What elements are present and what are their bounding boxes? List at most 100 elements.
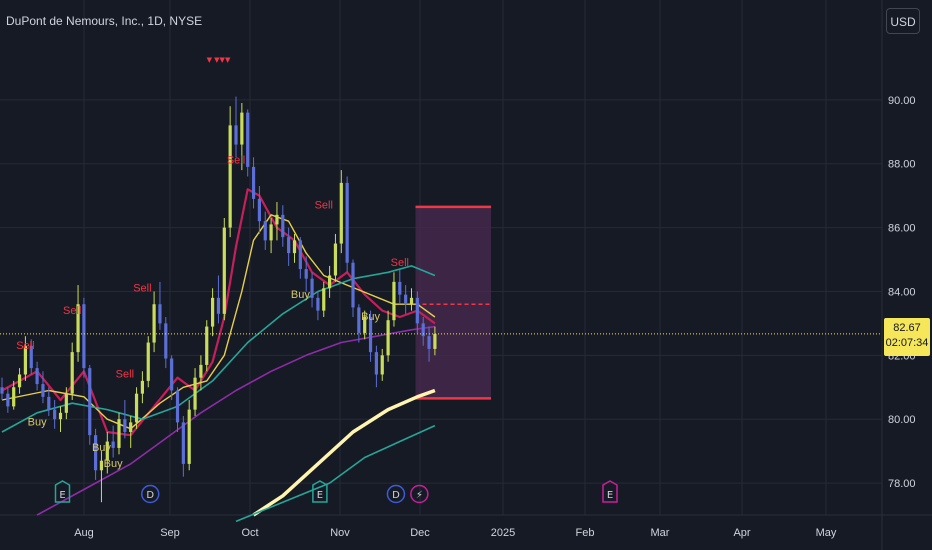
candle-body <box>222 227 226 314</box>
candle <box>199 355 203 391</box>
candle <box>187 400 191 471</box>
buy-signal-label: Buy <box>28 417 47 429</box>
candle <box>310 272 314 308</box>
candle <box>328 265 332 298</box>
candle <box>246 109 250 177</box>
candle <box>415 291 419 333</box>
candle-body <box>88 368 92 436</box>
candle <box>146 336 150 388</box>
candle-body <box>94 435 98 471</box>
candle-body <box>380 355 384 375</box>
candle-body <box>292 240 297 254</box>
candle-body <box>117 419 121 448</box>
event-marker-dividend: D <box>141 484 160 504</box>
currency-button[interactable]: USD <box>886 8 920 34</box>
price-tick-label: 84.00 <box>888 286 916 298</box>
candle <box>275 202 279 241</box>
event-label: E <box>59 490 65 501</box>
candle-body <box>76 304 80 353</box>
candle-body <box>199 364 203 378</box>
top-sell-markers: ▼ ▼▼▼ <box>207 56 231 64</box>
candle <box>129 416 133 448</box>
candle <box>363 310 367 340</box>
candle-body <box>129 422 133 432</box>
candle-body <box>170 358 174 391</box>
candle-body <box>357 307 361 333</box>
event-shape <box>54 480 71 503</box>
candle-body <box>316 297 320 311</box>
candle <box>404 285 408 314</box>
candle <box>205 320 209 372</box>
candle-body <box>345 182 349 263</box>
event-marker-earnings: E <box>312 480 328 503</box>
candle <box>374 345 378 388</box>
candles <box>0 96 437 503</box>
candle-body <box>409 297 414 305</box>
candle-body <box>187 409 191 464</box>
candle <box>281 205 285 247</box>
buy-signal-label: Buy <box>361 311 380 323</box>
sell-signal-label: Sell <box>133 282 151 294</box>
candle <box>29 339 33 375</box>
candle <box>175 387 180 432</box>
candle <box>111 425 115 458</box>
event-label: ⚡ <box>416 490 423 501</box>
sell-signal-label: Sell <box>315 199 333 211</box>
candle <box>6 387 10 413</box>
candle-body <box>216 297 221 314</box>
candle <box>234 96 238 158</box>
event-label: D <box>146 490 154 501</box>
candle-body <box>351 262 355 308</box>
sell-signal-label: Sell <box>16 340 34 352</box>
candle-body <box>152 304 156 343</box>
candle-body <box>105 441 109 461</box>
price-tick-label: 86.00 <box>888 223 916 235</box>
time-tick-label: Mar <box>651 527 670 539</box>
series-ma_long <box>252 388 436 517</box>
candle-body <box>368 317 373 353</box>
candle-body <box>304 269 308 279</box>
event-shape <box>386 484 406 504</box>
candle-body <box>134 393 139 423</box>
target-zone <box>415 205 491 400</box>
buy-signal-label: Buy <box>291 289 310 301</box>
candle-body <box>328 275 332 289</box>
candle-body <box>287 237 291 254</box>
time-tick-label: Feb <box>576 527 595 539</box>
candle <box>41 371 45 404</box>
candle-body <box>205 326 209 365</box>
candle-body <box>35 368 39 385</box>
candle <box>94 428 98 480</box>
candle-body <box>404 294 408 305</box>
event-marker-earnings: E <box>54 480 71 503</box>
time-tick-label: Apr <box>733 527 750 539</box>
candle-body <box>322 288 326 311</box>
candle-body <box>175 390 180 423</box>
time-tick-label: Dec <box>410 527 430 539</box>
candle-body <box>269 224 273 241</box>
event-label: E <box>317 490 323 501</box>
candle-body <box>193 377 197 410</box>
symbol-title[interactable]: DuPont de Nemours, Inc., 1D, NYSE <box>6 14 203 28</box>
time-axis[interactable]: Aug Sep Oct Nov Dec 2025 Feb Mar Apr May <box>74 527 837 539</box>
candle <box>117 412 121 455</box>
candle <box>53 400 57 429</box>
candle <box>287 227 291 266</box>
series-ma_mid <box>1 214 436 430</box>
candle <box>105 431 109 474</box>
candle <box>339 170 343 254</box>
buy-signal-label: Buy <box>104 458 123 470</box>
candle <box>380 348 384 381</box>
candle <box>304 256 308 292</box>
candle-body <box>17 374 22 388</box>
candle <box>357 304 361 343</box>
candle-body <box>421 323 425 337</box>
event-marker-dividend: D <box>386 484 406 504</box>
candle <box>152 291 156 353</box>
candle <box>99 451 104 503</box>
candle <box>427 326 431 362</box>
candle <box>421 317 425 346</box>
